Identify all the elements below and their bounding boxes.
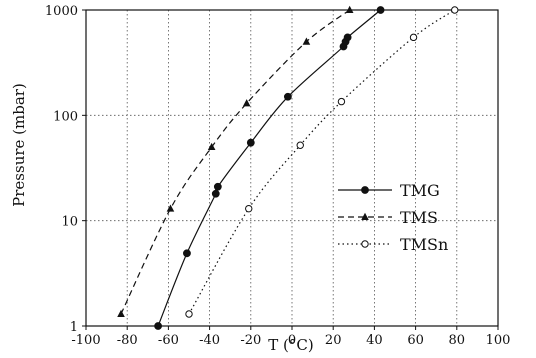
x-tick-label: 40 (366, 333, 383, 348)
series-layer (117, 5, 459, 330)
x-tick-label: 0 (288, 333, 296, 348)
data-point-tmg (376, 6, 385, 14)
x-tick-label: -20 (240, 333, 261, 348)
legend-label-tms: TMS (400, 208, 438, 227)
data-point-tmsn (296, 141, 304, 149)
data-point-tms (207, 142, 216, 151)
data-point-tms (117, 309, 125, 317)
data-point-tmg (343, 33, 352, 42)
y-tick-label: 100 (53, 109, 78, 124)
data-point-tmg (246, 138, 255, 147)
data-point-tmg (283, 92, 292, 101)
data-point-tmsn (245, 204, 253, 213)
data-point-tmg (183, 249, 191, 258)
x-tick-label: -60 (158, 333, 179, 348)
data-point-tms (242, 99, 251, 107)
data-point-tms (302, 37, 311, 45)
y-axis-label: Pressure (mbar) (10, 83, 28, 207)
data-point-tmg (213, 182, 222, 191)
series-tmg (154, 6, 385, 330)
data-point-tmsn (185, 310, 193, 318)
series-tmsn (185, 6, 459, 318)
x-tick-label: 100 (486, 333, 511, 348)
data-point-tmsn (451, 6, 459, 14)
legend-marker-tmsn (361, 240, 369, 248)
series-line-tmsn (188, 9, 456, 315)
x-tick-label: -40 (199, 333, 220, 348)
x-tick-label: 60 (407, 333, 424, 348)
y-axis-ticks: 1 10 100 1000 (45, 4, 86, 335)
legend: TMG TMS TMSn (338, 181, 448, 254)
legend-label-tmsn: TMSn (400, 235, 448, 254)
y-tick-label: 1000 (45, 4, 78, 19)
data-point-tms (345, 5, 354, 13)
data-point-tmg (154, 322, 163, 330)
x-tick-label: -80 (117, 333, 138, 348)
series-tms (117, 5, 354, 317)
legend-label-tmg: TMG (400, 181, 440, 200)
x-axis-ticks: -100 -80 -60 -40 -20 0 20 40 60 80 100 (71, 326, 510, 348)
data-point-tmsn (337, 97, 346, 106)
data-point-tmsn (409, 33, 418, 42)
grid (86, 10, 498, 326)
x-tick-label: 20 (325, 333, 342, 348)
x-tick-label: -100 (71, 333, 100, 348)
x-axis-label: T (°C) (268, 336, 313, 354)
legend-marker-tms (361, 212, 369, 220)
data-point-tmg (211, 189, 220, 198)
data-point-tms (166, 204, 175, 212)
y-tick-label: 1 (70, 320, 78, 335)
series-line-tmg (157, 9, 381, 327)
legend-marker-tmg (361, 186, 369, 194)
x-tick-label: 80 (449, 333, 466, 348)
y-tick-label: 10 (61, 215, 78, 230)
